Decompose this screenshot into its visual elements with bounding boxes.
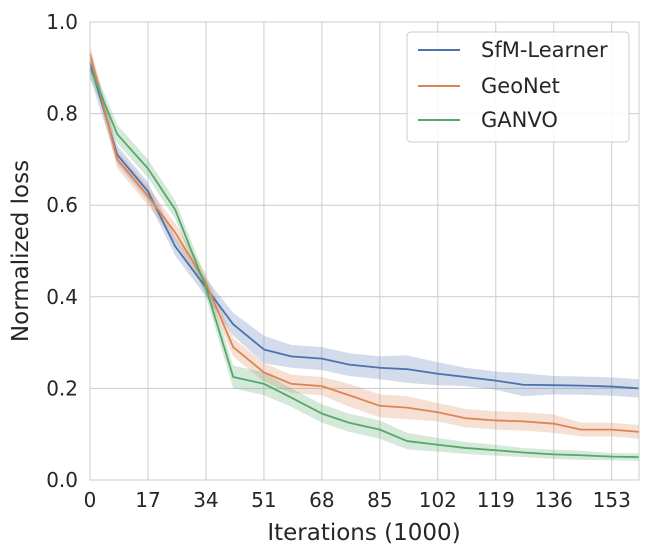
legend: SfM-Learner GeoNet GANVO bbox=[406, 31, 630, 143]
x-tick-label: 153 bbox=[593, 488, 631, 512]
y-tick-label: 0.2 bbox=[46, 376, 78, 400]
y-tick-labels: 0.0 0.2 0.4 0.6 0.8 1.0 bbox=[46, 10, 78, 492]
legend-box bbox=[406, 31, 630, 143]
series-line-ganvo bbox=[89, 67, 640, 458]
series-line-sfm-learner bbox=[89, 62, 640, 390]
series-line-geonet bbox=[89, 53, 640, 433]
y-tick-label: 0.0 bbox=[46, 468, 78, 492]
band-geonet bbox=[90, 44, 639, 439]
x-tick-label: 102 bbox=[419, 488, 457, 512]
y-tick-label: 0.4 bbox=[46, 285, 78, 309]
legend-label-geonet: GeoNet bbox=[481, 74, 560, 98]
x-tick-label: 0 bbox=[84, 488, 97, 512]
x-tick-label: 51 bbox=[251, 488, 276, 512]
series-lines bbox=[89, 53, 640, 458]
band-sfm-learner bbox=[90, 49, 639, 398]
y-tick-label: 0.8 bbox=[46, 102, 78, 126]
y-tick-label: 1.0 bbox=[46, 10, 78, 34]
x-tick-label: 136 bbox=[535, 488, 573, 512]
x-tick-labels: 0 17 34 51 68 85 102 119 136 153 bbox=[84, 488, 631, 512]
x-tick-label: 17 bbox=[135, 488, 160, 512]
x-tick-label: 68 bbox=[309, 488, 334, 512]
legend-label-sfm-learner: SfM-Learner bbox=[481, 38, 608, 62]
y-axis-label: Normalized loss bbox=[8, 160, 34, 342]
x-tick-label: 85 bbox=[367, 488, 392, 512]
x-tick-label: 34 bbox=[193, 488, 218, 512]
plot-frame bbox=[89, 21, 640, 481]
y-tick-label: 0.6 bbox=[46, 193, 78, 217]
x-axis-label: Iterations (1000) bbox=[267, 520, 460, 545]
legend-label-ganvo: GANVO bbox=[481, 108, 558, 132]
x-tick-label: 119 bbox=[477, 488, 515, 512]
